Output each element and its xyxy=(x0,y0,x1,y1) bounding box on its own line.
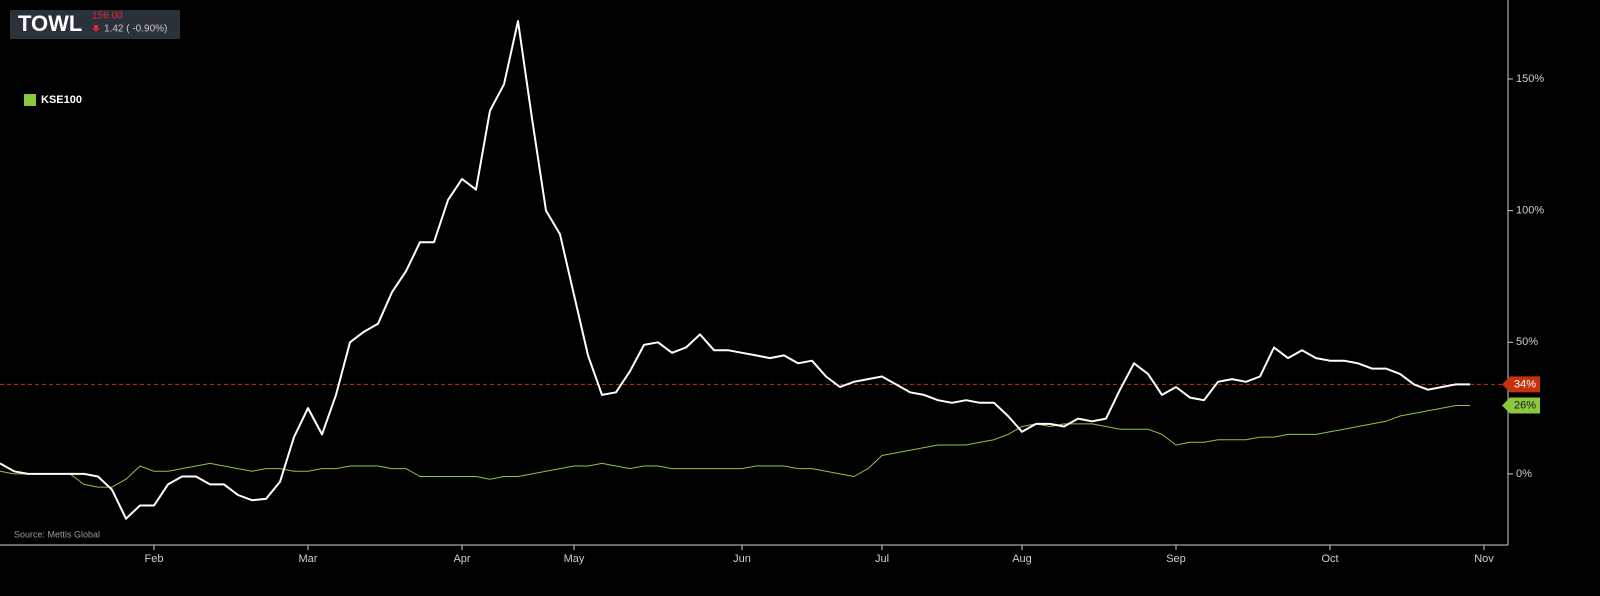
value-tag-label: 26% xyxy=(1514,399,1536,411)
y-tick-label: 150% xyxy=(1516,73,1544,85)
y-tick-label: 50% xyxy=(1516,336,1538,348)
x-tick-label: Jun xyxy=(733,553,751,565)
x-tick-label: Feb xyxy=(145,553,164,565)
value-tag-label: 34% xyxy=(1514,378,1536,390)
x-tick-label: May xyxy=(564,553,585,565)
legend-swatch xyxy=(24,94,36,106)
y-tick-label: 0% xyxy=(1516,468,1532,480)
value-tag xyxy=(1502,397,1540,414)
x-tick-label: Oct xyxy=(1321,553,1338,565)
x-tick-label: Apr xyxy=(453,553,470,565)
series-line xyxy=(0,20,1470,520)
price: 156.00 xyxy=(92,11,123,22)
x-tick-label: Nov xyxy=(1474,553,1494,565)
y-tick-label: 100% xyxy=(1516,205,1544,217)
source: Source: Mettis Global xyxy=(14,529,100,539)
ticker: TOWL xyxy=(18,11,82,36)
series-line xyxy=(0,405,1470,488)
legend-label: KSE100 xyxy=(41,94,82,106)
change: 1.42 ( -0.90%) xyxy=(104,24,167,35)
x-tick-label: Aug xyxy=(1012,553,1032,565)
down-arrow xyxy=(92,25,100,32)
ticker-box xyxy=(10,10,180,39)
x-tick-label: Sep xyxy=(1166,553,1186,565)
x-tick-label: Jul xyxy=(875,553,889,565)
value-tag xyxy=(1502,376,1540,393)
x-tick-label: Mar xyxy=(299,553,318,565)
